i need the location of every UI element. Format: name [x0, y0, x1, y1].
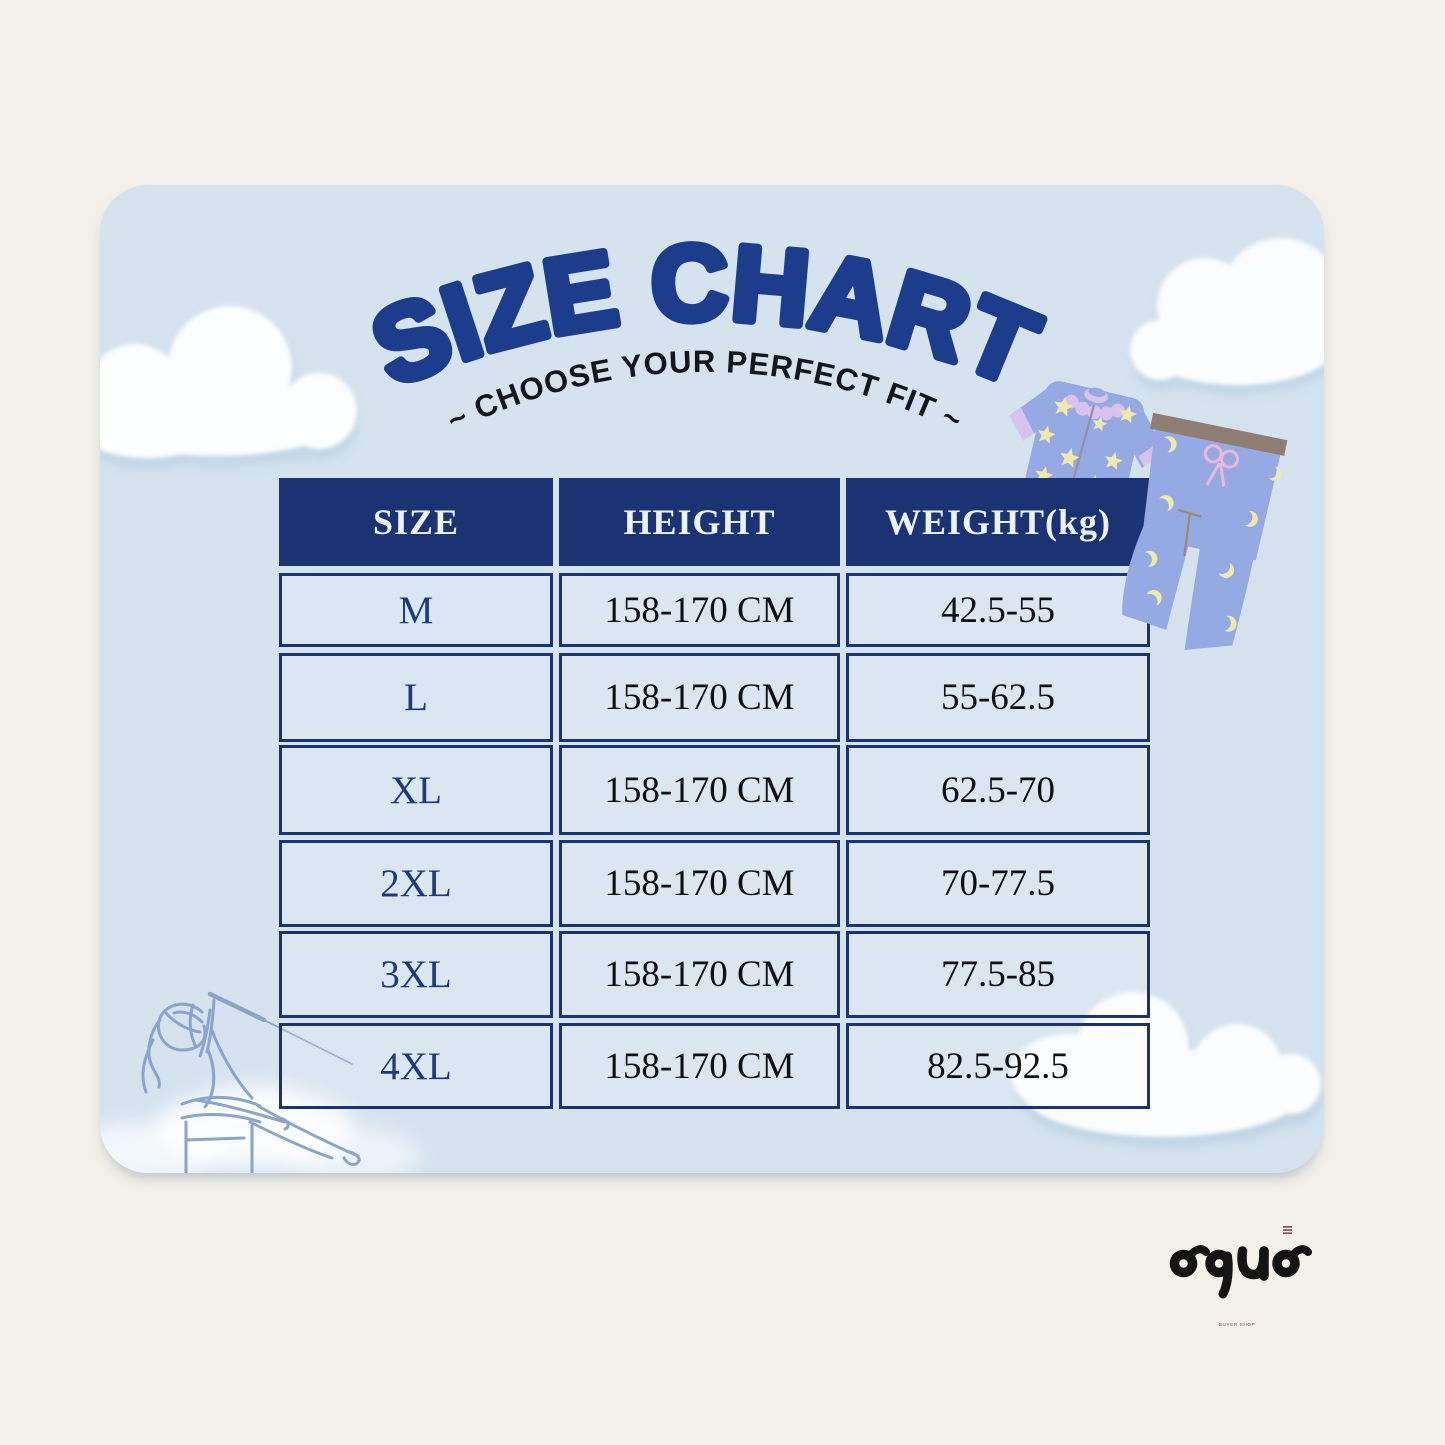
- svg-text:BUYER SHOP: BUYER SHOP: [1219, 1322, 1255, 1328]
